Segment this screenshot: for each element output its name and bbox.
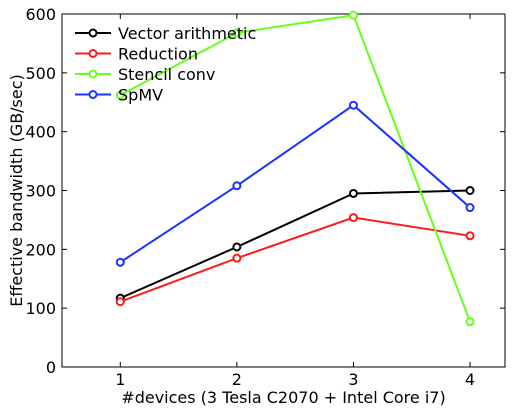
y-tick-label: 100 <box>25 299 56 318</box>
y-tick-label: 300 <box>25 182 56 201</box>
legend-marker-2 <box>88 69 98 79</box>
legend-label-1: Reduction <box>118 45 198 64</box>
series-line-2 <box>119 14 471 323</box>
x-tick-label: 2 <box>232 370 242 389</box>
data-point <box>348 10 358 20</box>
data-point <box>232 181 242 191</box>
x-tick-label: 1 <box>115 370 125 389</box>
y-axis-label: Effective bandwidth (GB/sec) <box>7 74 26 307</box>
x-tick-label: 4 <box>465 370 475 389</box>
legend-marker-3 <box>88 90 98 99</box>
data-point <box>232 253 242 263</box>
data-point <box>115 90 125 100</box>
y-tick-label: 200 <box>25 240 56 259</box>
axis-ticks: 1 2 3 4 0 100 200 300 400 500 600 <box>25 5 505 389</box>
legend-label-0: Vector arithmetic <box>118 24 256 43</box>
series-lines <box>115 10 475 327</box>
legend-label-3: SpMV <box>118 86 163 105</box>
data-point <box>348 100 358 110</box>
legend-marker-1 <box>88 49 98 58</box>
y-tick-label: 600 <box>25 5 56 24</box>
y-tick-label: 0 <box>46 358 56 377</box>
data-point <box>115 257 125 267</box>
x-axis-label: #devices (3 Tesla C2070 + Intel Core i7) <box>121 388 445 407</box>
data-point <box>348 213 358 223</box>
series-line-1 <box>119 216 471 303</box>
y-tick-label: 500 <box>25 64 56 83</box>
y-tick-label: 400 <box>25 123 56 142</box>
x-tick-label: 3 <box>348 370 358 389</box>
series-line-3 <box>119 103 471 264</box>
data-point <box>348 188 358 198</box>
legend-marker-0 <box>88 28 98 38</box>
data-point <box>465 317 475 327</box>
data-point <box>465 203 475 213</box>
series-line-0 <box>119 189 471 300</box>
data-point <box>115 297 125 307</box>
data-point <box>465 231 475 241</box>
data-point <box>232 242 242 252</box>
data-point <box>465 186 475 195</box>
data-point <box>232 28 242 38</box>
legend-label-2: Stencil conv <box>118 65 215 84</box>
